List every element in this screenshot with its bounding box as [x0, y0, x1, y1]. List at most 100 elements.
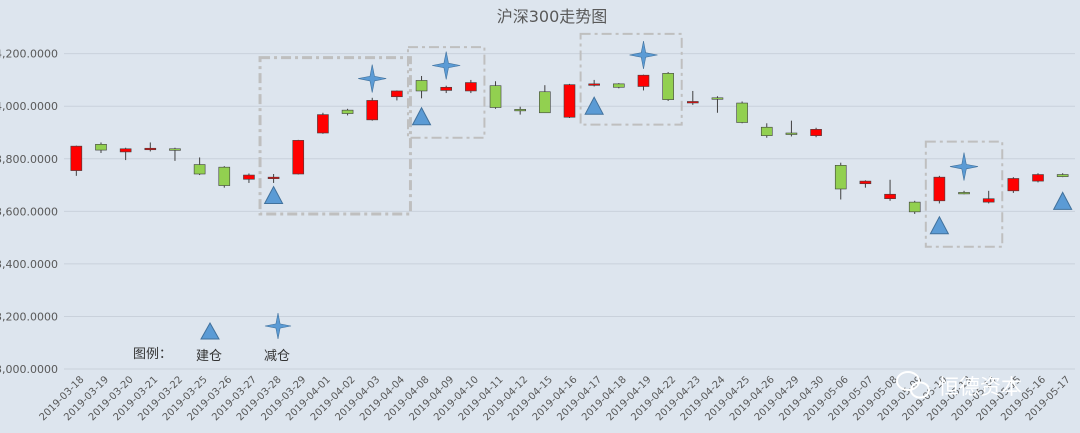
sell-star-icon: [949, 152, 979, 181]
y-tick-label: 3,400.0000: [0, 258, 58, 271]
candle: [810, 127, 822, 138]
position-markers: [263, 40, 1073, 235]
candles: [70, 72, 1069, 214]
candle: [933, 175, 946, 204]
candle: [267, 174, 280, 183]
candle: [686, 90, 699, 105]
sell-star-icon: [358, 64, 387, 93]
buy-triangle-icon: [411, 106, 432, 126]
candle-body: [711, 97, 724, 100]
candle: [588, 79, 600, 87]
candle-body: [144, 147, 157, 151]
candle: [391, 90, 403, 101]
candle: [859, 180, 872, 188]
candle: [613, 83, 625, 89]
candle: [193, 157, 206, 176]
candle-body: [243, 174, 255, 180]
candle-body: [785, 132, 798, 135]
candle-body: [317, 114, 329, 134]
candle-body: [834, 165, 847, 190]
buy-triangle-icon: [1052, 191, 1073, 210]
candle-body: [169, 148, 181, 151]
candle: [884, 179, 896, 201]
candle-body: [218, 166, 231, 186]
y-tick-label: 3,800.0000: [0, 153, 58, 166]
y-axis: 3,000.0000 3,200.0000 3,400.0000 3,600.0000…: [0, 48, 58, 376]
candle: [834, 162, 847, 200]
y-tick-label: 3,200.0000: [0, 310, 58, 323]
wechat-icon: [896, 371, 930, 399]
candle: [637, 74, 650, 91]
y-tick-label: 4,000.0000: [0, 100, 58, 113]
candle-body: [662, 73, 674, 100]
candle-body: [95, 144, 107, 151]
candle-body: [637, 74, 650, 87]
buy-triangle-icon: [929, 215, 950, 235]
candle-body: [465, 82, 477, 92]
legend-star-icon: [264, 312, 292, 340]
candle-body: [440, 86, 453, 91]
candle: [415, 75, 428, 99]
candle-body: [391, 90, 403, 98]
candle: [736, 101, 748, 124]
sell-star-icon: [432, 51, 461, 80]
candle: [760, 123, 773, 138]
watermark: 恒德资本: [896, 371, 1022, 399]
candle-body: [933, 176, 946, 202]
candle: [341, 108, 354, 116]
y-tick-label: 3,000.0000: [0, 363, 58, 376]
highlight-box: [579, 32, 683, 126]
buy-triangle-icon: [263, 185, 284, 205]
candle-body: [908, 201, 921, 213]
candle-body: [1056, 174, 1069, 177]
candle: [1056, 173, 1069, 178]
candle: [514, 106, 526, 115]
candle-body: [1032, 174, 1044, 182]
candle: [465, 79, 477, 94]
sell-star-icon: [629, 40, 658, 70]
candle: [489, 81, 502, 109]
candle-body: [341, 109, 354, 114]
candle-body: [563, 84, 576, 118]
candle-body: [613, 83, 625, 88]
candle: [908, 200, 921, 214]
highlight-box: [258, 56, 412, 216]
candle-body: [119, 148, 132, 153]
y-tick-label: 3,600.0000: [0, 205, 58, 218]
candle-body: [193, 164, 206, 175]
chart-title: 沪深300走势图: [497, 7, 608, 26]
candle-body: [760, 126, 773, 136]
candle: [366, 97, 379, 121]
candle: [982, 190, 995, 204]
candle: [958, 190, 970, 195]
legend-item-buy: 建仓: [196, 349, 222, 364]
candle: [440, 85, 453, 94]
legend: 图例： 建仓 减仓: [133, 312, 292, 364]
candle-body: [539, 91, 551, 114]
candle-body: [489, 85, 502, 108]
highlight-boxes: [258, 32, 1004, 248]
candle-body: [70, 145, 83, 171]
candle-body: [267, 176, 280, 179]
candle-body: [1007, 178, 1020, 192]
candle: [243, 173, 255, 183]
candle-body: [958, 192, 970, 195]
legend-item-sell: 减仓: [264, 349, 290, 364]
legend-triangle-icon: [200, 321, 220, 340]
candle-body: [859, 180, 872, 185]
candle: [317, 112, 329, 134]
candle: [169, 147, 181, 161]
candle-body: [514, 109, 526, 112]
legend-label: 图例：: [133, 347, 172, 362]
candle-body: [366, 100, 379, 121]
candle: [711, 96, 724, 113]
candle-body: [736, 102, 748, 123]
candle: [539, 85, 551, 114]
candle-body: [292, 140, 305, 175]
watermark-text: 恒德资本: [938, 375, 1022, 399]
buy-triangle-icon: [584, 96, 604, 115]
candle: [144, 142, 157, 152]
candle: [785, 120, 798, 137]
